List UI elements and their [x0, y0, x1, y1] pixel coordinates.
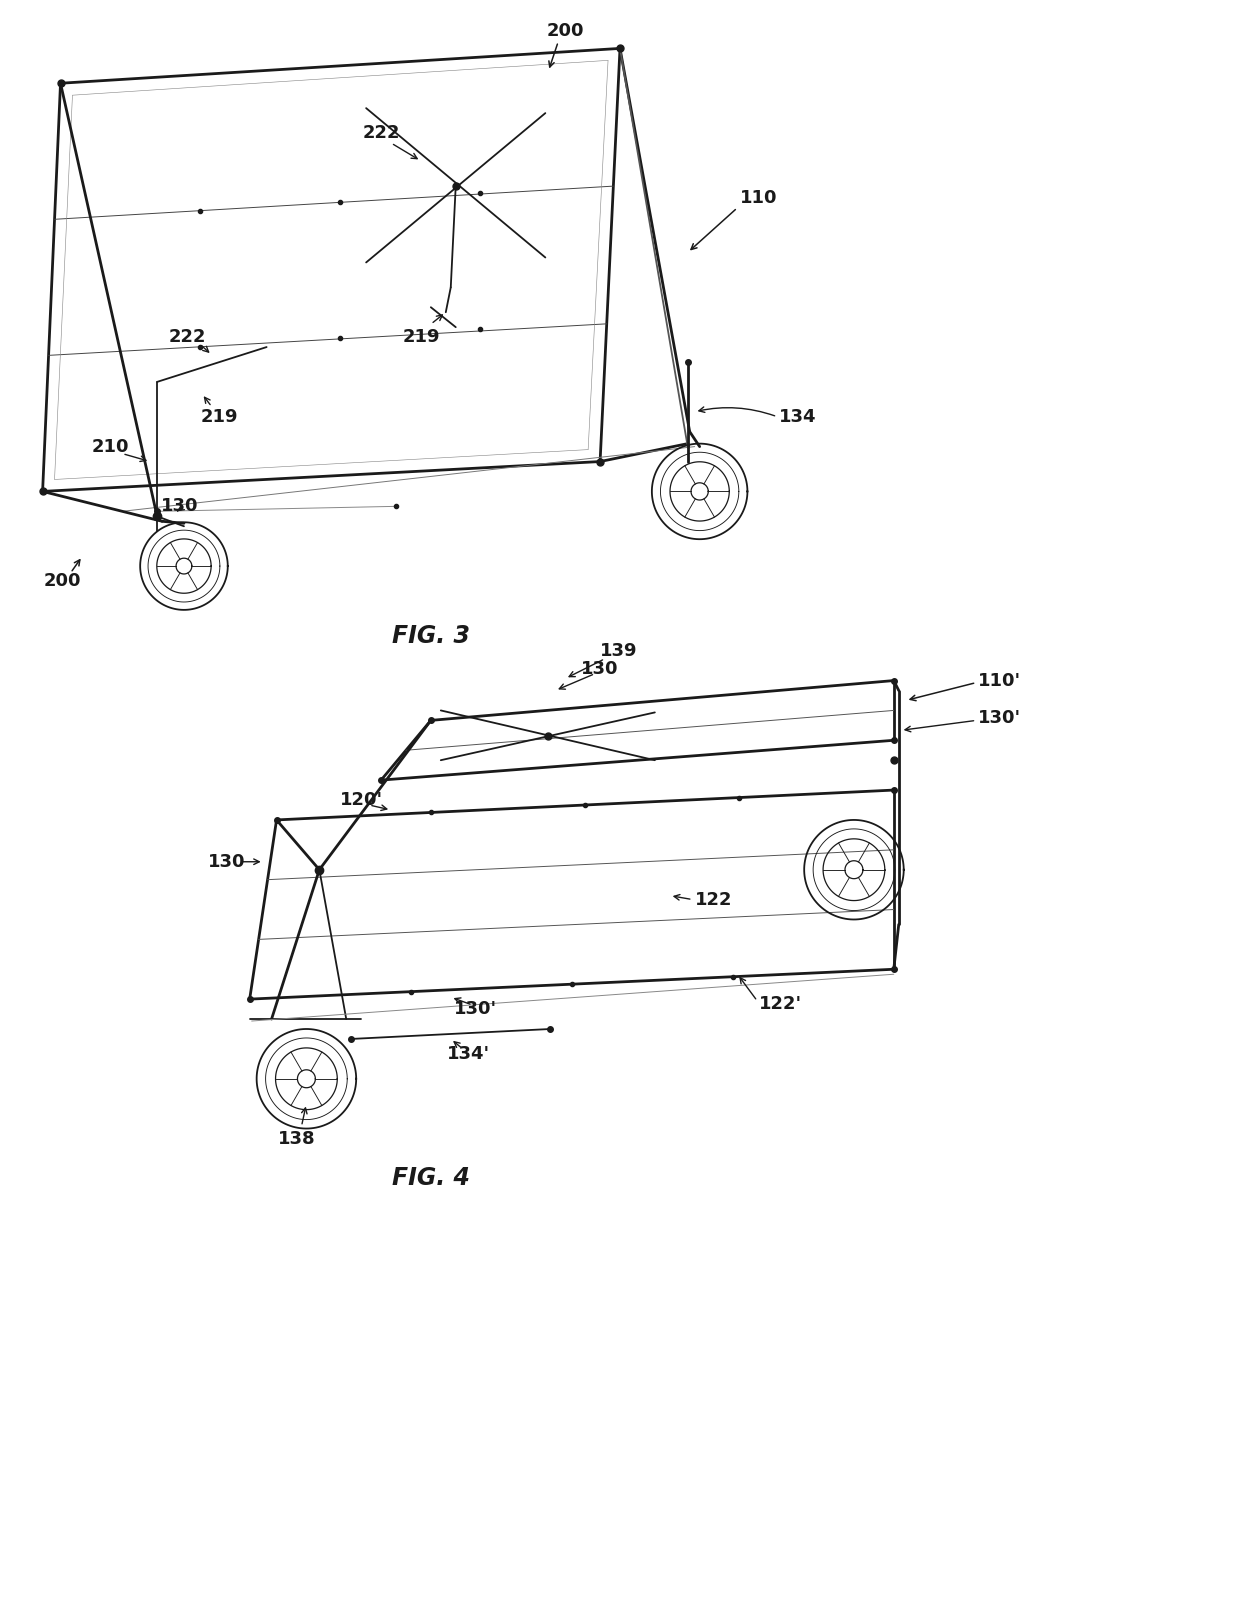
- Text: 200: 200: [43, 572, 82, 590]
- Text: 130': 130': [978, 709, 1022, 728]
- Text: 222: 222: [362, 124, 399, 142]
- Text: 130': 130': [454, 1000, 497, 1018]
- Text: 210: 210: [92, 438, 129, 456]
- Text: 134: 134: [779, 408, 817, 425]
- Text: 222: 222: [169, 329, 206, 346]
- Text: 122: 122: [694, 891, 732, 909]
- Text: 130: 130: [582, 659, 619, 678]
- Text: 138: 138: [278, 1129, 315, 1147]
- Text: 139: 139: [600, 641, 637, 659]
- Text: 120': 120': [340, 791, 383, 809]
- Text: 122': 122': [759, 996, 802, 1013]
- Text: 110': 110': [978, 672, 1022, 690]
- Text: 130: 130: [208, 852, 246, 872]
- Text: 219: 219: [402, 329, 440, 346]
- Text: 219: 219: [201, 408, 238, 425]
- Text: 110: 110: [739, 188, 777, 206]
- Text: FIG. 4: FIG. 4: [392, 1166, 470, 1191]
- Text: 200: 200: [547, 23, 584, 40]
- Text: 130: 130: [161, 498, 198, 516]
- Text: 134': 134': [448, 1046, 490, 1063]
- Text: FIG. 3: FIG. 3: [392, 623, 470, 648]
